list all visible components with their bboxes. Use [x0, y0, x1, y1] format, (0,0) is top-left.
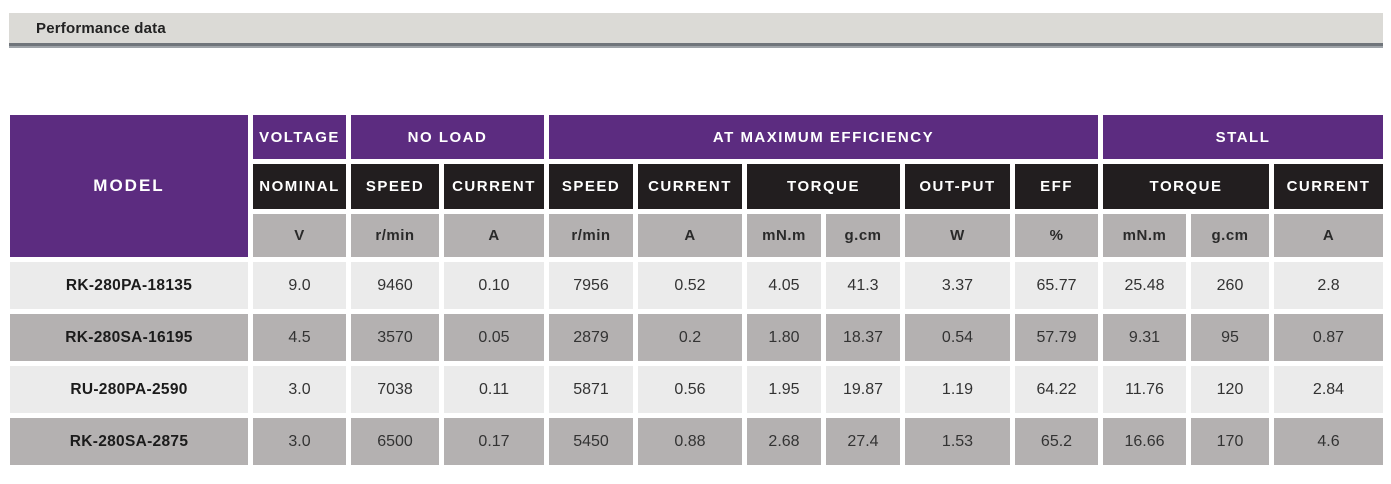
group-header-max-efficiency: AT MAXIMUM EFFICIENCY — [549, 115, 1098, 159]
value-cell: 19.87 — [826, 366, 900, 413]
table-row: RK-280PA-18135 9.0 9460 0.10 7956 0.52 4.05 41.… — [10, 262, 1383, 309]
value-cell: 65.2 — [1015, 418, 1098, 465]
subheader-eff: EFF — [1015, 164, 1098, 209]
value-cell: 27.4 — [826, 418, 900, 465]
subheader-stall-torque: TORQUE — [1103, 164, 1269, 209]
value-cell: 2.84 — [1274, 366, 1383, 413]
subheader-nominal: NOMINAL — [253, 164, 346, 209]
subheader-noload-speed: SPEED — [351, 164, 439, 209]
value-cell: 9.31 — [1103, 314, 1186, 361]
section-title: Performance data — [36, 19, 166, 37]
table-row: RK-280SA-16195 4.5 3570 0.05 2879 0.2 1.80 18.3… — [10, 314, 1383, 361]
value-cell: 0.54 — [905, 314, 1010, 361]
value-cell: 1.80 — [747, 314, 821, 361]
value-cell: 25.48 — [1103, 262, 1186, 309]
unit-cell: V — [253, 214, 346, 257]
value-cell: 64.22 — [1015, 366, 1098, 413]
table-body: RK-280PA-18135 9.0 9460 0.10 7956 0.52 4.05 41.… — [10, 262, 1383, 465]
value-cell: 0.88 — [638, 418, 742, 465]
table-header: MODEL VOLTAGE NO LOAD AT MAXIMUM EFFICIE… — [10, 115, 1383, 257]
value-cell: 9460 — [351, 262, 439, 309]
unit-cell: g.cm — [1191, 214, 1269, 257]
value-cell: 0.52 — [638, 262, 742, 309]
unit-cell: mN.m — [1103, 214, 1186, 257]
value-cell: 170 — [1191, 418, 1269, 465]
unit-cell: A — [444, 214, 544, 257]
value-cell: 0.56 — [638, 366, 742, 413]
value-cell: 57.79 — [1015, 314, 1098, 361]
subheader-maxeff-speed: SPEED — [549, 164, 633, 209]
value-cell: 120 — [1191, 366, 1269, 413]
value-cell: 3.37 — [905, 262, 1010, 309]
subheader-stall-current: CURRENT — [1274, 164, 1383, 209]
value-cell: 3570 — [351, 314, 439, 361]
value-cell: 3.0 — [253, 418, 346, 465]
table-row: RK-280SA-2875 3.0 6500 0.17 5450 0.88 2.68 27.4… — [10, 418, 1383, 465]
model-name-cell: RK-280PA-18135 — [10, 262, 248, 309]
value-cell: 1.95 — [747, 366, 821, 413]
unit-cell: r/min — [549, 214, 633, 257]
value-cell: 7956 — [549, 262, 633, 309]
value-cell: 4.5 — [253, 314, 346, 361]
unit-cell: mN.m — [747, 214, 821, 257]
value-cell: 0.11 — [444, 366, 544, 413]
value-cell: 1.53 — [905, 418, 1010, 465]
value-cell: 0.05 — [444, 314, 544, 361]
group-header-row: MODEL VOLTAGE NO LOAD AT MAXIMUM EFFICIE… — [10, 115, 1383, 257]
subheader-noload-current: CURRENT — [444, 164, 544, 209]
value-cell: 41.3 — [826, 262, 900, 309]
performance-table: MODEL VOLTAGE NO LOAD AT MAXIMUM EFFICIE… — [5, 110, 1388, 470]
model-name-cell: RK-280SA-2875 — [10, 418, 248, 465]
model-column-header: MODEL — [10, 115, 248, 257]
group-header-no-load: NO LOAD — [351, 115, 544, 159]
value-cell: 0.2 — [638, 314, 742, 361]
value-cell: 0.87 — [1274, 314, 1383, 361]
unit-cell: A — [1274, 214, 1383, 257]
table-row: RU-280PA-2590 3.0 7038 0.11 5871 0.56 1.95 19.8… — [10, 366, 1383, 413]
value-cell: 2879 — [549, 314, 633, 361]
value-cell: 1.19 — [905, 366, 1010, 413]
unit-cell: g.cm — [826, 214, 900, 257]
unit-cell: r/min — [351, 214, 439, 257]
unit-row: V r/min A r/min A mN.m g.cm W % mN.m g.c… — [10, 214, 1383, 257]
value-cell: 65.77 — [1015, 262, 1098, 309]
subheader-maxeff-torque: TORQUE — [747, 164, 900, 209]
value-cell: 95 — [1191, 314, 1269, 361]
value-cell: 5871 — [549, 366, 633, 413]
value-cell: 18.37 — [826, 314, 900, 361]
unit-cell: W — [905, 214, 1010, 257]
unit-cell: % — [1015, 214, 1098, 257]
value-cell: 0.17 — [444, 418, 544, 465]
value-cell: 4.05 — [747, 262, 821, 309]
group-header-stall: STALL — [1103, 115, 1383, 159]
value-cell: 5450 — [549, 418, 633, 465]
value-cell: 2.8 — [1274, 262, 1383, 309]
model-name-cell: RK-280SA-16195 — [10, 314, 248, 361]
value-cell: 9.0 — [253, 262, 346, 309]
sub-header-row: NOMINAL SPEED CURRENT SPEED CURRENT TORQ… — [10, 164, 1383, 209]
unit-cell: A — [638, 214, 742, 257]
value-cell: 16.66 — [1103, 418, 1186, 465]
subheader-maxeff-current: CURRENT — [638, 164, 742, 209]
section-header-bar: Performance data — [9, 13, 1383, 48]
value-cell: 4.6 — [1274, 418, 1383, 465]
value-cell: 260 — [1191, 262, 1269, 309]
value-cell: 0.10 — [444, 262, 544, 309]
value-cell: 2.68 — [747, 418, 821, 465]
performance-table-container: MODEL VOLTAGE NO LOAD AT MAXIMUM EFFICIE… — [5, 110, 1388, 470]
model-name-cell: RU-280PA-2590 — [10, 366, 248, 413]
group-header-voltage: VOLTAGE — [253, 115, 346, 159]
value-cell: 11.76 — [1103, 366, 1186, 413]
value-cell: 7038 — [351, 366, 439, 413]
value-cell: 3.0 — [253, 366, 346, 413]
value-cell: 6500 — [351, 418, 439, 465]
subheader-output: OUT-PUT — [905, 164, 1010, 209]
